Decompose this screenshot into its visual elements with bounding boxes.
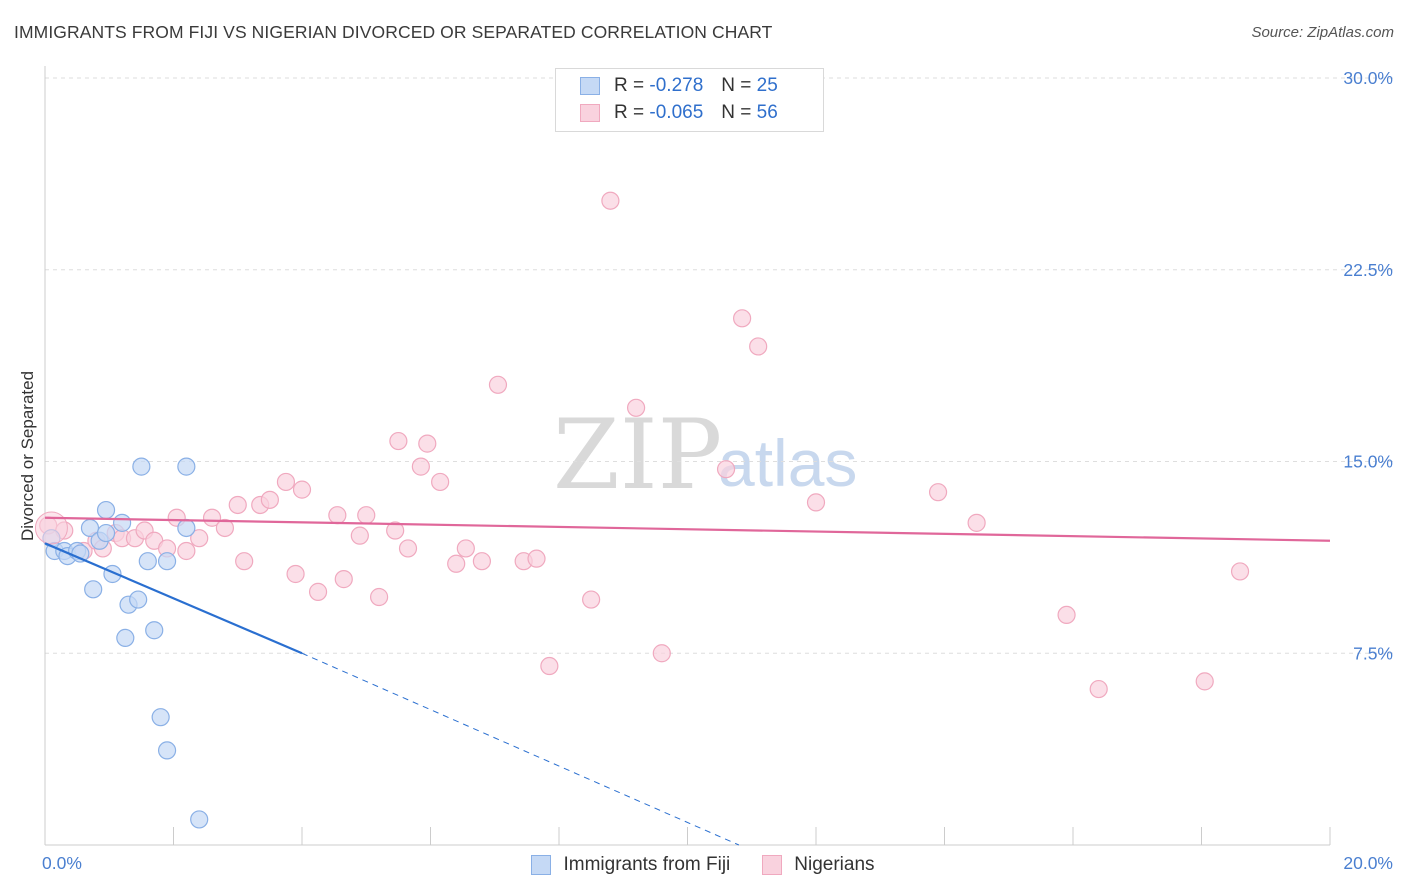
x-tick-label: 0.0% <box>42 853 82 873</box>
nigerian-point <box>334 570 353 589</box>
fiji-point <box>116 628 135 648</box>
nigeria-r-value: -0.065 <box>649 102 704 123</box>
nigerian-point <box>749 337 768 356</box>
nigerian-point <box>456 539 475 558</box>
nigerian-point <box>472 552 491 571</box>
fiji-point <box>129 590 148 609</box>
fiji-trend-line <box>44 542 303 655</box>
nigerian-point <box>488 375 508 394</box>
nigerian-point <box>601 191 620 210</box>
x-tick-label: 20.0% <box>1343 853 1393 873</box>
nigerian-point <box>398 539 418 558</box>
nigerian-point <box>806 493 826 512</box>
correlation-legend: R = -0.278 N = 25 R = -0.065 N = 56 <box>555 68 824 132</box>
nigeria-legend-swatch <box>762 855 783 875</box>
fiji-n-label: N = <box>721 75 752 96</box>
series-legend: Immigrants from Fiji Nigerians <box>0 852 1406 878</box>
nigerian-point <box>447 554 466 573</box>
nigeria-legend-label: Nigerians <box>794 854 875 875</box>
fiji-legend-label: Immigrants from Fiji <box>563 854 731 875</box>
nigerian-point <box>626 398 646 417</box>
nigerian-point <box>716 460 736 479</box>
nigerian-point <box>328 506 347 525</box>
fiji-r-value: -0.278 <box>649 75 704 96</box>
nigerian-point <box>370 587 389 607</box>
legend-row-fiji: R = -0.278 N = 25 <box>580 74 778 98</box>
nigerian-point <box>1057 605 1076 625</box>
nigeria-swatch <box>580 104 600 122</box>
fiji-point <box>84 580 103 599</box>
nigerian-point <box>177 541 196 561</box>
fiji-point <box>190 810 209 829</box>
nigerian-point <box>411 457 430 476</box>
fiji-point <box>96 523 116 543</box>
fiji-point <box>177 457 196 476</box>
nigerian-point <box>418 434 437 453</box>
nigerian-point <box>389 431 408 451</box>
nigerian-point <box>527 549 546 568</box>
nigerian-point <box>357 506 376 525</box>
nigerian-point <box>967 513 986 532</box>
fiji-point <box>177 518 196 538</box>
fiji-trend-extension <box>301 652 740 846</box>
fiji-point <box>157 552 177 571</box>
y-tick-label: 7.5% <box>1353 643 1393 663</box>
fiji-point <box>151 708 170 727</box>
legend-item-nigerians[interactable]: Nigerians <box>762 852 875 878</box>
nigerian-point <box>1089 679 1108 699</box>
fiji-swatch <box>580 77 600 95</box>
nigeria-n-label: N = <box>721 102 752 123</box>
watermark-zip: ZIP <box>553 399 722 511</box>
nigerian-point <box>928 483 948 502</box>
nigerian-point <box>350 526 369 545</box>
nigerian-point <box>228 495 247 515</box>
y-tick-label: 15.0% <box>1343 452 1393 472</box>
source-credit: Source: ZipAtlas.com <box>1251 24 1394 41</box>
fiji-point <box>157 741 177 760</box>
nigerian-cluster-point <box>34 511 68 545</box>
nigerian-point <box>190 529 209 548</box>
nigeria-trend-line <box>44 516 1331 542</box>
nigerian-point <box>1230 562 1250 581</box>
nigerian-point <box>733 309 752 328</box>
legend-row-nigeria: R = -0.065 N = 56 <box>580 101 778 125</box>
chart-title: IMMIGRANTS FROM FIJI VS NIGERIAN DIVORCE… <box>14 22 773 42</box>
nigerian-point <box>386 521 405 540</box>
fiji-n-value: 25 <box>756 75 778 96</box>
nigerian-point <box>540 656 559 676</box>
nigerian-point <box>308 582 328 601</box>
nigerian-point <box>652 644 671 663</box>
watermark-atlas: atlas <box>718 426 857 500</box>
fiji-point <box>145 621 164 640</box>
fiji-point <box>138 552 157 571</box>
legend-item-fiji[interactable]: Immigrants from Fiji <box>531 852 730 878</box>
fiji-point <box>112 513 132 532</box>
nigerian-point <box>260 490 279 509</box>
nigerian-point <box>582 590 601 609</box>
fiji-legend-swatch <box>531 855 552 875</box>
y-tick-label: 30.0% <box>1343 68 1393 88</box>
nigerian-point <box>1195 672 1214 691</box>
nigerian-point <box>202 508 222 527</box>
nigerian-point <box>276 472 296 492</box>
nigeria-n-value: 56 <box>756 102 778 123</box>
nigerian-point <box>292 480 312 499</box>
nigerian-point <box>215 518 234 538</box>
nigerian-point <box>431 472 450 492</box>
nigerian-point <box>235 552 254 571</box>
fiji-r-label: R = <box>614 75 645 96</box>
fiji-point <box>96 500 116 520</box>
fiji-point <box>132 457 151 476</box>
nigerian-point <box>286 564 305 584</box>
nigeria-r-label: R = <box>614 102 645 123</box>
y-tick-label: 22.5% <box>1343 260 1393 280</box>
